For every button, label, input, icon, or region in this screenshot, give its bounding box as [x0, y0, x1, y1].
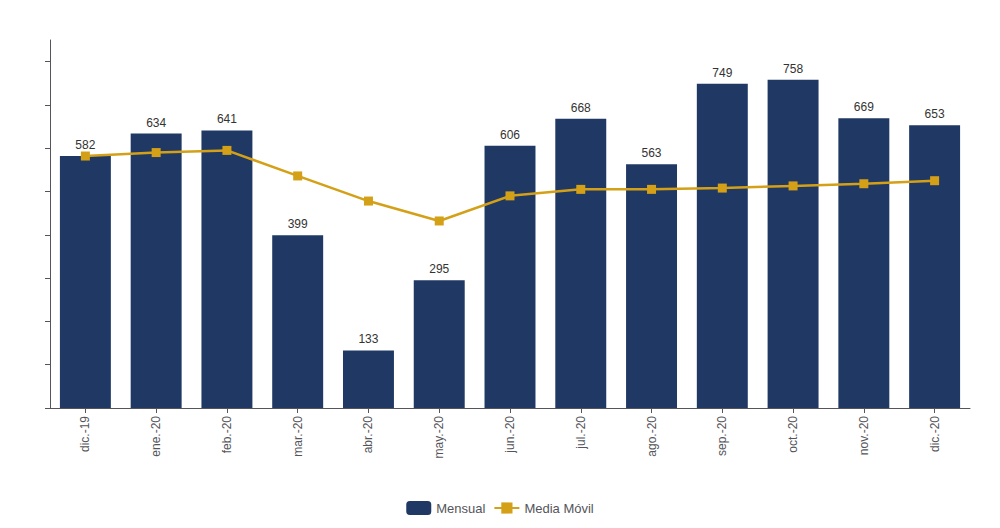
svg-text:641: 641	[217, 112, 237, 126]
svg-text:295: 295	[429, 262, 449, 276]
svg-text:758: 758	[783, 62, 803, 76]
svg-text:Mensual: Mensual	[436, 501, 485, 516]
svg-text:mar.-20: mar.-20	[291, 416, 305, 457]
svg-text:Media Móvil: Media Móvil	[524, 501, 593, 516]
svg-text:jun.-20: jun.-20	[503, 416, 517, 454]
svg-text:nov.-20: nov.-20	[857, 416, 871, 455]
svg-text:sep.-20: sep.-20	[715, 416, 729, 456]
svg-text:749: 749	[712, 66, 732, 80]
svg-text:ago.-20: ago.-20	[645, 416, 659, 457]
svg-text:668: 668	[571, 101, 591, 115]
svg-text:653: 653	[925, 107, 945, 121]
svg-text:dic.-19: dic.-19	[78, 416, 92, 452]
svg-text:563: 563	[642, 146, 662, 160]
svg-text:abr.-20: abr.-20	[361, 416, 375, 454]
svg-text:ene.-20: ene.-20	[149, 416, 163, 457]
svg-text:606: 606	[500, 128, 520, 142]
svg-text:may.-20: may.-20	[432, 416, 446, 459]
svg-text:669: 669	[854, 100, 874, 114]
svg-text:feb.-20: feb.-20	[220, 416, 234, 454]
svg-text:634: 634	[146, 116, 166, 130]
svg-text:jul.-20: jul.-20	[574, 416, 588, 450]
svg-text:582: 582	[75, 138, 95, 152]
svg-text:oct.-20: oct.-20	[786, 416, 800, 453]
svg-text:133: 133	[358, 332, 378, 346]
svg-text:dic.-20: dic.-20	[928, 416, 942, 452]
svg-text:399: 399	[288, 217, 308, 231]
